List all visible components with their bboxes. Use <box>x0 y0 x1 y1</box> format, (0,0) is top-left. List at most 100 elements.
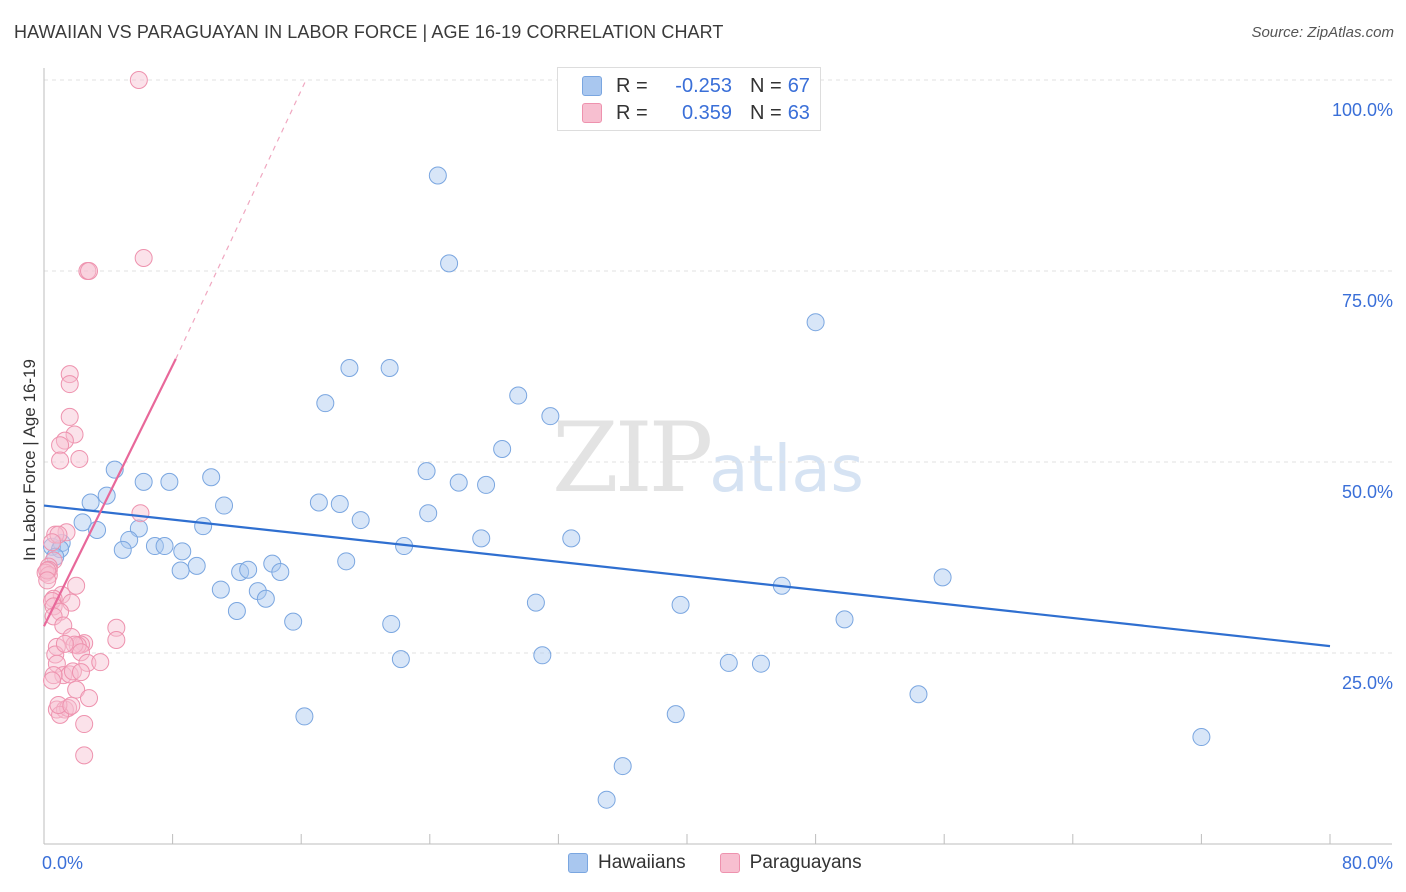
hawaiians-point <box>337 552 356 571</box>
paraguayans-point <box>62 696 81 715</box>
x-tick-label: 80.0% <box>1342 853 1393 873</box>
hawaiians-point <box>173 542 192 561</box>
hawaiians-point <box>271 563 290 582</box>
legend-swatch-hawaiians <box>582 76 602 96</box>
legend-n-value: 67 <box>787 74 810 97</box>
hawaiians-point <box>1192 728 1211 747</box>
paraguayans-point <box>65 425 84 444</box>
hawaiians-point <box>380 359 399 378</box>
paraguayans-point <box>107 631 126 650</box>
paraguayans-point <box>38 571 57 590</box>
paraguayans-point <box>38 561 57 580</box>
watermark-atlas: atlas <box>709 433 864 507</box>
hawaiians-point <box>671 595 690 614</box>
source-credit: Source: ZipAtlas.com <box>1251 24 1394 41</box>
hawaiians-point <box>215 496 234 515</box>
watermark-zip: ZIP <box>552 402 713 514</box>
y-axis-label: In Labor Force | Age 16-19 <box>20 359 39 561</box>
hawaiians-point <box>835 610 854 629</box>
hawaiians-point <box>134 472 153 491</box>
hawaiians-point <box>719 653 738 672</box>
hawaiians-point <box>909 685 928 704</box>
paraguayans-point <box>55 634 74 653</box>
hawaiians-point <box>440 254 459 273</box>
paraguayans-point <box>49 695 68 714</box>
paraguayans-point <box>80 689 99 708</box>
hawaiians-point <box>419 504 438 523</box>
paraguayans-point <box>51 451 70 470</box>
hawaiians-point <box>382 614 401 633</box>
hawaiians-point <box>113 540 132 559</box>
paraguayans-trend-extension <box>175 79 307 360</box>
paraguayans-point <box>134 249 153 268</box>
hawaiians-point <box>316 394 335 413</box>
hawaiians-point <box>933 568 952 587</box>
hawaiians-point <box>477 475 496 494</box>
hawaiians-point <box>666 705 685 724</box>
hawaiians-point <box>227 601 246 620</box>
paraguayans-point <box>47 654 66 673</box>
y-tick-label: 100.0% <box>1332 100 1393 120</box>
hawaiians-point <box>187 556 206 575</box>
correlation-legend: R = -0.253 N = 67 R = 0.359 N = 63 <box>557 67 821 131</box>
hawaiians-point <box>613 757 632 776</box>
hawaiians-point <box>526 593 545 612</box>
hawaiians-point <box>391 650 410 669</box>
legend-swatch-paraguayans <box>582 103 602 123</box>
paraguayans-point <box>60 375 79 394</box>
paraguayans-point <box>129 71 148 89</box>
hawaiians-point <box>295 707 314 726</box>
hawaiians-point <box>145 537 164 556</box>
hawaiians-point <box>129 519 148 538</box>
hawaiians-point <box>351 511 370 530</box>
paraguayans-point <box>60 365 79 384</box>
hawaiians-point <box>340 359 359 378</box>
paraguayans-point <box>51 436 70 455</box>
legend-label-hawaiians: Hawaiians <box>598 852 686 873</box>
hawaiians-point <box>155 537 174 556</box>
y-tick-label: 50.0% <box>1342 482 1393 502</box>
y-tick-label: 75.0% <box>1342 291 1393 311</box>
legend-row-hawaiians: R = -0.253 N = 67 <box>582 74 810 98</box>
paraguayans-point <box>71 643 90 662</box>
hawaiians-point <box>428 166 447 185</box>
paraguayans-trend-line <box>43 358 177 627</box>
paraguayans-point <box>43 533 62 552</box>
legend-n-label: N = <box>750 74 782 97</box>
hawaiians-point <box>194 517 213 536</box>
paraguayans-point <box>60 665 79 684</box>
hawaiians-point <box>239 560 258 579</box>
legend-label-paraguayans: Paraguayans <box>749 852 862 873</box>
hawaiians-point <box>806 313 825 332</box>
hawaiians-point <box>597 790 616 809</box>
paraguayans-point <box>60 407 79 426</box>
x-tick-label: 0.0% <box>42 853 83 873</box>
hawaiians-point <box>73 513 92 532</box>
legend-r-label: R = <box>616 74 648 97</box>
hawaiians-point <box>562 529 581 548</box>
paraguayans-point <box>65 635 84 654</box>
legend-n-value: 63 <box>787 101 810 124</box>
hawaiians-point <box>541 407 560 426</box>
legend-swatch-hawaiians <box>568 853 588 873</box>
paraguayans-point <box>107 618 126 637</box>
hawaiians-point <box>417 462 436 481</box>
hawaiians-trend-line <box>43 504 1331 648</box>
hawaiians-point <box>256 589 275 608</box>
legend-r-value: -0.253 <box>675 74 732 97</box>
hawaiians-point <box>120 530 139 549</box>
legend-item-hawaiians: Hawaiians <box>568 852 686 874</box>
hawaiians-point <box>533 646 552 665</box>
hawaiians-point <box>81 493 100 512</box>
legend-item-paraguayans: Paraguayans <box>719 852 862 874</box>
hawaiians-point <box>211 580 230 599</box>
paraguayans-point <box>131 504 150 523</box>
paraguayans-point <box>54 666 73 685</box>
paraguayans-point <box>70 449 89 468</box>
hawaiians-point <box>472 529 491 548</box>
paraguayans-point <box>75 746 94 765</box>
hawaiians-point <box>171 561 190 580</box>
paraguayans-point <box>80 262 99 280</box>
legend-row-paraguayans: R = 0.359 N = 63 <box>582 101 810 125</box>
